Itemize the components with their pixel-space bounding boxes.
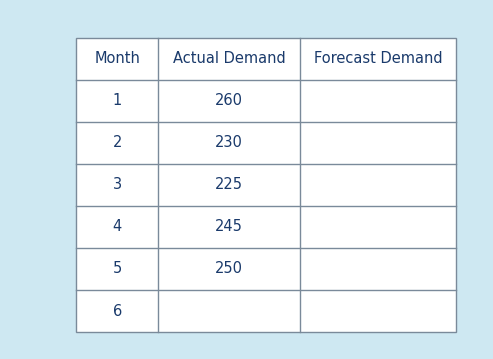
Text: 2: 2 <box>112 135 122 150</box>
Text: 3: 3 <box>113 177 122 192</box>
Text: 230: 230 <box>215 135 243 150</box>
Text: 250: 250 <box>215 261 243 276</box>
Text: 6: 6 <box>112 304 122 318</box>
Text: 1: 1 <box>112 93 122 108</box>
Text: 260: 260 <box>215 93 243 108</box>
FancyBboxPatch shape <box>76 38 456 332</box>
Text: 225: 225 <box>215 177 243 192</box>
Text: 5: 5 <box>112 261 122 276</box>
Text: Month: Month <box>94 51 140 66</box>
Text: Actual Demand: Actual Demand <box>173 51 285 66</box>
Text: 4: 4 <box>112 219 122 234</box>
Text: 245: 245 <box>215 219 243 234</box>
Text: Forecast Demand: Forecast Demand <box>314 51 443 66</box>
